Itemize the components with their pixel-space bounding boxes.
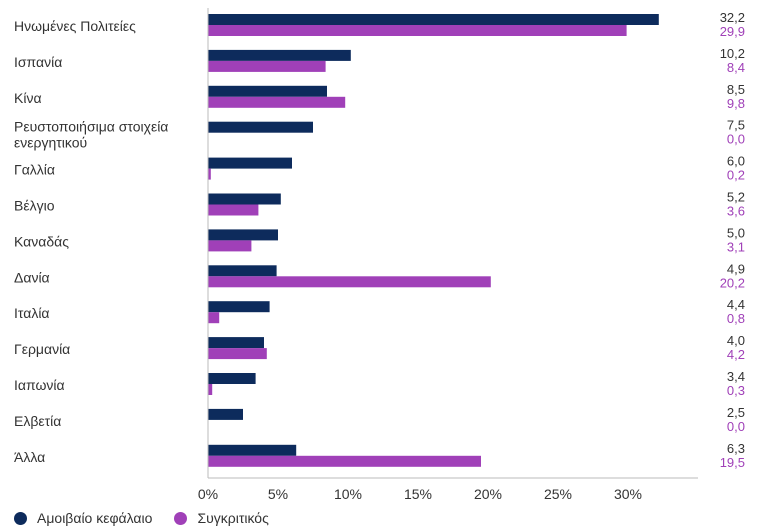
value-label-fund: 3,4	[727, 369, 745, 384]
value-label-benchmark: 29,9	[720, 24, 745, 39]
bar-fund	[208, 265, 277, 277]
value-label-fund: 5,2	[727, 190, 745, 205]
x-tick-label: 10%	[334, 486, 362, 502]
x-tick-label: 25%	[544, 486, 572, 502]
category-label: Καναδάς	[14, 233, 69, 249]
value-label-benchmark: 0,2	[727, 168, 745, 183]
value-label-fund: 5,0	[727, 225, 745, 240]
value-label-benchmark: 8,4	[727, 60, 745, 75]
value-label-benchmark: 0,0	[727, 132, 745, 147]
value-label-benchmark: 9,8	[727, 96, 745, 111]
value-label-fund: 6,0	[727, 154, 745, 169]
value-label-fund: 6,3	[727, 441, 745, 456]
legend-label-benchmark: Συγκριτικός	[197, 510, 269, 526]
bar-benchmark	[208, 455, 481, 467]
x-tick-label: 5%	[268, 486, 288, 502]
legend-swatch-fund	[14, 511, 27, 525]
bar-fund	[208, 301, 270, 313]
bar-benchmark	[208, 276, 491, 288]
bar-fund	[208, 157, 292, 169]
value-label-fund: 7,5	[727, 118, 745, 133]
value-labels: 32,229,910,28,48,59,87,50,06,00,25,23,65…	[720, 10, 745, 470]
value-label-fund: 32,2	[720, 10, 745, 25]
x-tick-label: 0%	[198, 486, 218, 502]
category-label: Δανία	[14, 269, 50, 285]
value-label-benchmark: 0,3	[727, 383, 745, 398]
category-label: Γερμανία	[14, 341, 70, 357]
category-label: Βέλγιο	[14, 198, 55, 214]
bar-benchmark	[208, 204, 259, 216]
value-label-fund: 10,2	[720, 46, 745, 61]
category-label: Κίνα	[14, 90, 42, 106]
legend-item-fund: Αμοιβαίο κεφάλαιο	[14, 510, 152, 526]
value-label-benchmark: 19,5	[720, 455, 745, 470]
category-label: Άλλα	[14, 449, 45, 465]
value-label-benchmark: 0,8	[727, 311, 745, 326]
value-label-fund: 4,0	[727, 333, 745, 348]
bar-fund	[208, 408, 243, 420]
value-label-benchmark: 20,2	[720, 275, 745, 290]
bar-benchmark	[208, 384, 213, 395]
category-label: Ηνωμένες Πολιτείες	[14, 18, 136, 34]
category-label: Ρευστοποιήσιμα στοιχεία ενεργητικού	[14, 119, 168, 151]
value-label-fund: 4,9	[727, 261, 745, 276]
bar-fund	[208, 337, 264, 349]
legend-swatch-benchmark	[174, 511, 188, 525]
bar-fund	[208, 14, 659, 25]
bar-benchmark	[208, 168, 211, 180]
x-tick-label: 30%	[614, 486, 642, 502]
category-label: Ιαπωνία	[14, 377, 65, 393]
bar-fund	[208, 193, 281, 205]
value-label-benchmark: 4,2	[727, 347, 745, 362]
legend: Αμοιβαίο κεφάλαιο Συγκριτικός	[14, 510, 291, 526]
bar-fund	[208, 229, 278, 241]
bar-fund	[208, 444, 297, 456]
value-label-fund: 4,4	[727, 297, 745, 312]
bar-fund	[208, 49, 351, 61]
bars	[208, 14, 659, 467]
bar-benchmark	[208, 60, 326, 72]
bar-benchmark	[208, 348, 267, 360]
bar-fund	[208, 373, 256, 384]
bar-benchmark	[208, 25, 627, 36]
bar-fund	[208, 85, 327, 97]
category-label: Ελβετία	[14, 413, 61, 429]
bar-fund	[208, 121, 313, 133]
x-tick-labels: 0% 5% 10% 15% 20% 25% 30%	[198, 486, 642, 502]
value-label-fund: 2,5	[727, 405, 745, 420]
value-label-benchmark: 3,1	[727, 239, 745, 254]
value-label-fund: 8,5	[727, 82, 745, 97]
legend-item-benchmark: Συγκριτικός	[174, 510, 269, 526]
value-label-benchmark: 0,0	[727, 419, 745, 434]
category-labels: Ηνωμένες Πολιτείες Ισπανία Κίνα Ρευστοποιήσ…	[14, 18, 168, 465]
category-label: Ισπανία	[14, 54, 62, 70]
x-tick-label: 15%	[404, 486, 432, 502]
category-label: Ιταλία	[14, 305, 50, 321]
x-tick-label: 20%	[474, 486, 502, 502]
category-label: Γαλλία	[14, 162, 55, 178]
bar-benchmark	[208, 96, 346, 108]
bar-benchmark	[208, 240, 252, 252]
bar-benchmark	[208, 312, 220, 324]
legend-label-fund: Αμοιβαίο κεφάλαιο	[37, 510, 153, 526]
value-label-benchmark: 3,6	[727, 204, 745, 219]
